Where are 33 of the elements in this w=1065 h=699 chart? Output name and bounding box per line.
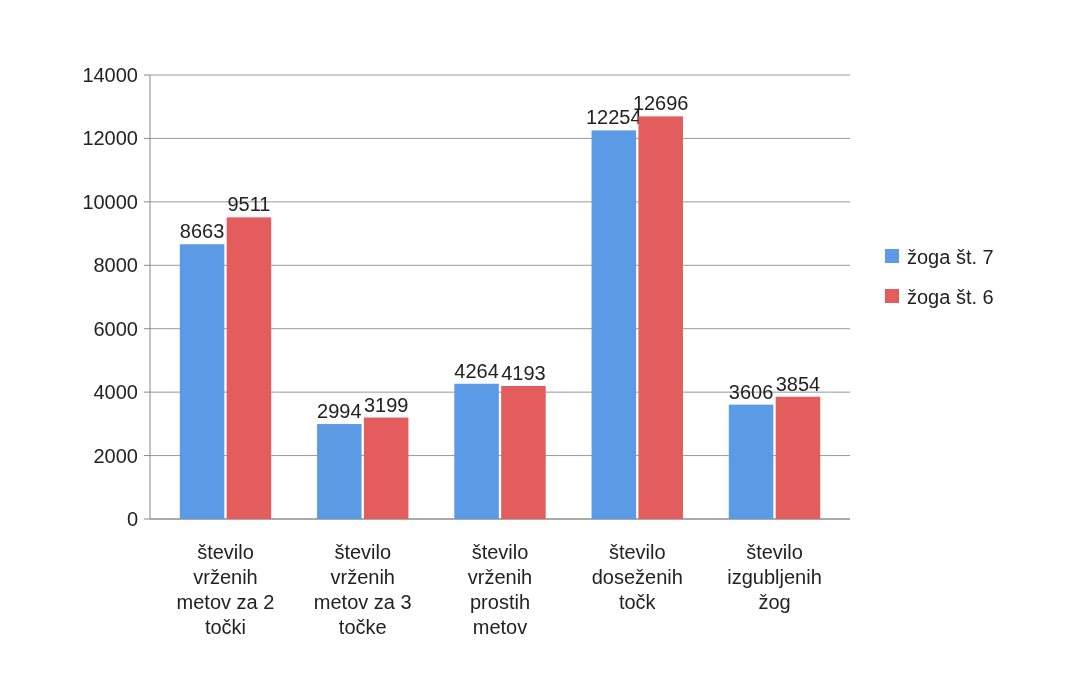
data-label: 8663 xyxy=(179,220,225,243)
x-tick-label: število vrženih prostih metov xyxy=(467,541,533,638)
y-tick-label: 2000 xyxy=(93,444,138,467)
data-label: 4193 xyxy=(501,362,546,385)
data-label: 3854 xyxy=(775,372,821,395)
y-tick-label: 8000 xyxy=(93,254,138,277)
bar xyxy=(363,417,409,519)
x-tick-label: število vrženih metov za 3 točke xyxy=(313,541,412,638)
legend-label: žoga št. 7 xyxy=(907,246,994,268)
bar xyxy=(179,244,225,519)
bar xyxy=(317,424,362,519)
y-tick-label: 10000 xyxy=(82,190,138,213)
y-tick-label: 12000 xyxy=(82,127,138,150)
data-label: 3199 xyxy=(363,393,409,416)
x-tick-label: število doseženih točk xyxy=(591,541,683,613)
x-tick-label: število vrženih metov za 2 točki xyxy=(176,541,275,638)
bar xyxy=(226,217,272,519)
data-label: 4264 xyxy=(454,359,499,382)
bar xyxy=(728,404,774,519)
y-tick-label: 6000 xyxy=(93,317,138,340)
y-tick-label: 0 xyxy=(126,508,138,530)
data-label: 2994 xyxy=(317,400,362,423)
bar xyxy=(591,130,637,519)
data-label: 9511 xyxy=(227,193,271,216)
bar xyxy=(454,383,499,519)
bar xyxy=(775,396,821,519)
bar xyxy=(638,116,683,519)
bar xyxy=(501,386,546,519)
x-tick-label: število izgubljenih žog xyxy=(727,541,822,613)
legend-label: žoga št. 6 xyxy=(907,286,994,308)
y-tick-label: 4000 xyxy=(93,381,138,404)
y-tick-label: 14000 xyxy=(82,64,138,86)
data-label: 3606 xyxy=(728,380,774,403)
